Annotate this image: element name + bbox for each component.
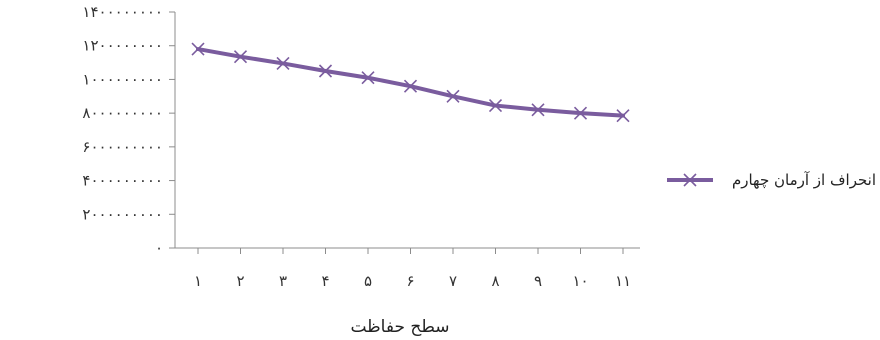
x-tick-label: ۷ [449, 272, 457, 290]
x-tick-label: ۵ [364, 272, 372, 290]
data-point-x-stroke [233, 50, 248, 64]
data-point-x-stroke [446, 89, 460, 103]
y-tick-label: ۴۰۰۰۰۰۰۰۰۰ [82, 172, 163, 190]
data-point [573, 106, 588, 120]
data-point-x-stroke [616, 109, 630, 123]
legend-marker-stroke [683, 173, 697, 187]
y-axis: ۰ ۲۰۰۰۰۰۰۰۰۰ ۴۰۰۰۰۰۰۰۰۰ ۶۰۰۰۰۰۰۰۰۰ ۸۰۰۰۰۰۰۰۰… [82, 3, 176, 257]
legend: انحراف از آرمان چهارم [667, 171, 876, 189]
data-point-x-stroke [361, 71, 375, 85]
data-point [233, 50, 248, 64]
data-point-x-stroke [531, 103, 545, 117]
x-axis-title: سطح حفاظت [350, 317, 449, 337]
y-tick-label: ۸۰۰۰۰۰۰۰۰۰ [82, 104, 163, 122]
data-point [531, 103, 545, 117]
x-tick-label: ۴ [321, 272, 329, 290]
legend-series-label: انحراف از آرمان چهارم [732, 171, 876, 189]
data-point [318, 64, 333, 78]
data-point-x-stroke [573, 106, 588, 120]
data-point [361, 71, 375, 85]
x-tick-label: ۳ [279, 272, 287, 290]
data-point [191, 42, 205, 56]
data-point [276, 56, 290, 70]
x-tick-label: ۱۱ [615, 272, 631, 290]
y-tick-label: ۲۰۰۰۰۰۰۰۰۰ [82, 205, 163, 223]
y-tick-label: ۱۴۰۰۰۰۰۰۰۰ [82, 3, 163, 21]
data-point [446, 89, 460, 103]
y-tick-label: ۱۰۰۰۰۰۰۰۰۰ [82, 70, 163, 88]
x-tick-label: ۱۰ [572, 272, 588, 290]
y-tick-label: ۶۰۰۰۰۰۰۰۰۰ [82, 138, 163, 156]
series-layer [191, 42, 630, 123]
data-point-x-stroke [276, 56, 290, 70]
x-tick-label: ۹ [534, 272, 542, 290]
x-tick-label: ۲ [236, 272, 244, 290]
data-point-x-stroke [191, 42, 205, 56]
x-axis: ۱ ۲ ۳ ۴ ۵ ۶ ۷ ۸ ۹ ۱۰ ۱۱ [175, 247, 640, 290]
data-point [616, 109, 630, 123]
y-tick-label: ۰ [155, 239, 163, 257]
data-point-x-stroke [318, 64, 333, 78]
x-tick-label: ۶ [406, 272, 414, 290]
y-tick-label: ۱۲۰۰۰۰۰۰۰۰ [82, 37, 163, 55]
data-point-x-stroke [488, 98, 503, 113]
data-point-x-stroke [403, 79, 418, 93]
data-point [488, 98, 503, 113]
series-line [196, 47, 625, 118]
x-tick-label: ۱ [194, 272, 202, 290]
x-tick-label: ۸ [491, 272, 499, 290]
legend-marker [683, 173, 697, 187]
data-point [403, 79, 418, 93]
